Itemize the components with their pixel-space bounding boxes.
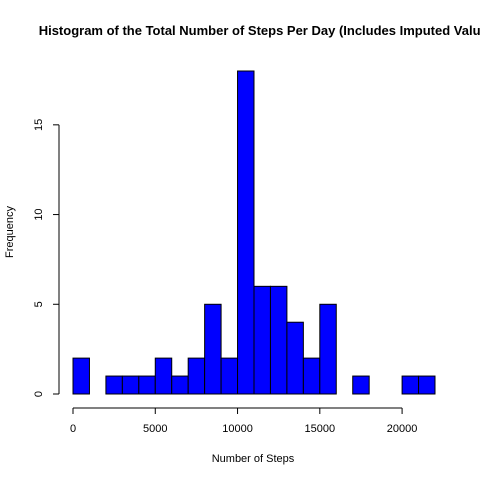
x-tick-label: 15000 — [305, 423, 336, 435]
y-tick-label: 5 — [33, 301, 45, 307]
histogram-bar — [302, 357, 321, 395]
y-axis-label: Frequency — [4, 206, 16, 258]
histogram-bar — [418, 375, 436, 395]
chart-title: Histogram of the Total Number of Steps P… — [39, 23, 480, 38]
histogram-bar — [138, 375, 156, 395]
histogram-bar — [352, 375, 370, 395]
histogram-bar — [204, 303, 222, 395]
histogram-bar — [237, 70, 255, 395]
x-axis-label: Number of Steps — [212, 453, 295, 465]
histogram-bar — [286, 321, 304, 395]
histogram-bar — [401, 375, 420, 395]
histogram-bar — [121, 375, 140, 395]
bars-group — [72, 70, 436, 395]
x-tick-label: 5000 — [143, 423, 167, 435]
histogram-bar — [105, 375, 123, 395]
histogram-bar — [187, 357, 206, 395]
x-tick-label: 0 — [70, 423, 76, 435]
x-axis: 0 5000 10000 15000 20000 — [70, 407, 418, 435]
x-tick-label: 10000 — [222, 423, 253, 435]
histogram-bar — [154, 357, 173, 395]
histogram-bar — [220, 357, 239, 395]
histogram-bar — [319, 303, 337, 395]
histogram-bar — [253, 285, 271, 395]
histogram-bar — [72, 357, 90, 395]
histogram-bar — [171, 375, 189, 395]
y-axis: 0 5 10 15 — [33, 119, 60, 397]
y-tick-label: 0 — [33, 391, 45, 397]
x-tick-label: 20000 — [387, 423, 418, 435]
y-tick-label: 10 — [33, 208, 45, 220]
histogram-bar — [269, 285, 288, 395]
y-tick-label: 15 — [33, 119, 45, 131]
